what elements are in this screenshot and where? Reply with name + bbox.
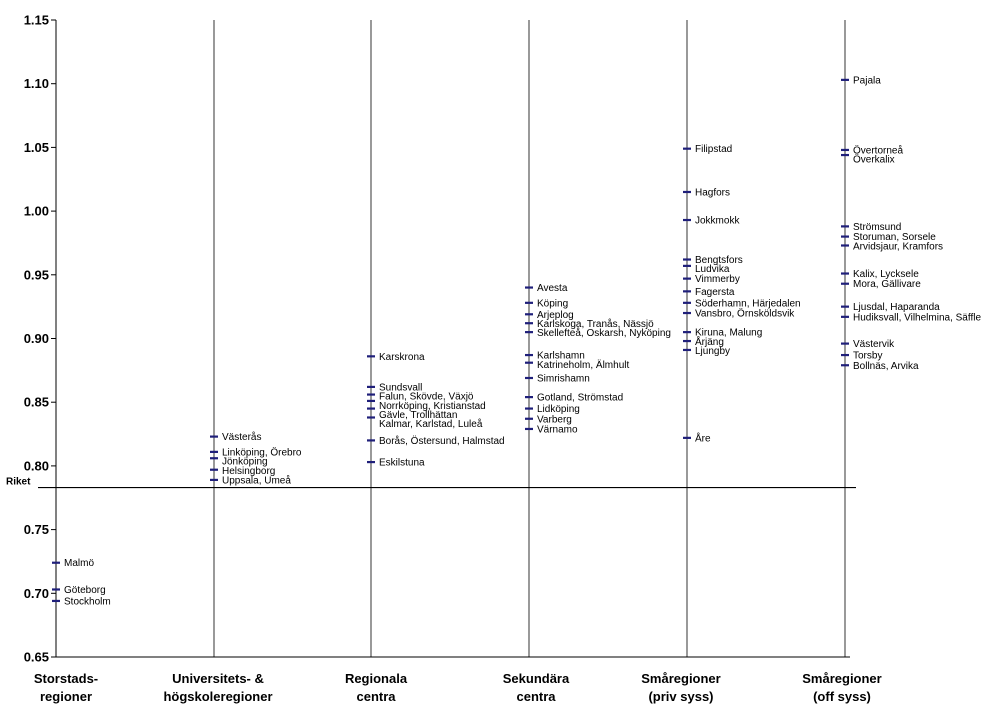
data-label: Hagfors (695, 187, 730, 198)
y-tick-label: 0.80 (24, 458, 49, 473)
data-label: Sundsvall (379, 382, 422, 393)
data-label: Västerås (222, 431, 261, 443)
data-label: Norrköping, Kristianstad (379, 401, 486, 412)
data-label: Stockholm (64, 596, 111, 607)
category-label-line: Universitets- & (172, 671, 264, 686)
data-label: Jönköping (222, 457, 268, 468)
data-label: Gotland, Strömstad (537, 393, 623, 404)
y-tick-label: 1.15 (24, 13, 49, 28)
data-label: Söderhamn, Härjedalen (695, 298, 801, 309)
category-label: Småregioner (off syss) (802, 671, 881, 704)
data-label: Göteborg (64, 585, 106, 596)
data-label: Bengtsfors (695, 255, 743, 266)
y-tick-label: 1.10 (24, 76, 49, 91)
data-label: Torsby (853, 351, 882, 362)
data-label: Ljusdal, Haparanda (853, 302, 940, 313)
data-label: Ljungby (695, 346, 730, 357)
category-labels: Storstads-regioner Universitets- & högskol… (34, 671, 882, 704)
data-label: Eskilstuna (379, 458, 425, 469)
data-label: Kalix, Lycksele (853, 269, 919, 280)
data-label: Falun, Skövde, Växjö (379, 392, 474, 403)
data-label: Gävle, Trollhättan (379, 410, 457, 421)
data-label: Katrineholm, Älmhult (537, 359, 629, 371)
category-label-line: Småregioner (802, 671, 881, 686)
category-label-line: regioner (40, 689, 92, 704)
category-label-line: centra (356, 689, 396, 704)
data-label: Karskrona (379, 352, 425, 363)
category-label-line: högskoleregioner (163, 689, 272, 704)
data-label: Jokkmokk (695, 216, 740, 227)
data-label: Uppsala, Umeå (222, 474, 291, 486)
data-label: Filipstad (695, 144, 732, 155)
category-label-line: (off syss) (813, 689, 871, 704)
data-label: Mora, Gällivare (853, 279, 921, 290)
data-label: Helsingborg (222, 466, 275, 477)
category-label: Storstads-regioner (34, 671, 98, 704)
data-label: Karlshamn (537, 351, 585, 362)
category-label-line: Småregioner (641, 671, 720, 686)
data-label: Simrishamn (537, 373, 590, 384)
data-label: Arjeplog (537, 310, 574, 321)
data-label: Storuman, Sorsele (853, 232, 936, 243)
category-grid-lines (213, 20, 846, 657)
reference-line-group: Riket (6, 477, 856, 489)
data-label: Arvidsjaur, Kramfors (853, 241, 943, 252)
category-label: Regionala centra (345, 671, 408, 704)
data-label: Hudiksvall, Vilhelmina, Säffle (853, 312, 981, 323)
data-label: Borås, Östersund, Halmstad (379, 435, 505, 447)
data-label: Pajala (853, 75, 881, 86)
data-label: Övertorneå (853, 144, 903, 156)
data-label: Kalmar, Karlstad, Luleå (379, 418, 483, 430)
y-axis: 0.65 0.70 0.75 0.80 0.85 0.90 0.95 1.00 1.05 1.10… (24, 13, 56, 665)
y-tick-label: 0.95 (24, 267, 49, 282)
category-label: Småregioner (priv syss) (641, 671, 720, 704)
y-tick-label: 0.75 (24, 522, 49, 537)
data-label: Västervik (853, 339, 895, 350)
data-label: Varberg (537, 414, 572, 425)
category-label-line: Regionala (345, 671, 408, 686)
data-label: Ludvika (695, 264, 730, 275)
y-tick-label: 1.05 (24, 140, 49, 155)
data-label: Värnamo (537, 424, 578, 435)
y-tick-label: 0.85 (24, 395, 49, 410)
y-tick-label: 0.90 (24, 331, 49, 346)
reference-label: Riket (6, 477, 31, 488)
data-label: Lidköping (537, 404, 580, 415)
data-label: Vimmerby (695, 274, 740, 285)
y-tick-label: 1.00 (24, 204, 49, 219)
data-label: Köping (537, 298, 568, 309)
data-label: Linköping, Örebro (222, 446, 302, 458)
data-label: Bollnäs, Arvika (853, 361, 919, 372)
y-tick-label: 0.70 (24, 586, 49, 601)
category-label-line: (priv syss) (648, 689, 713, 704)
data-label: Fagersta (695, 287, 735, 298)
data-marks (52, 78, 849, 603)
data-label: Avesta (537, 283, 568, 294)
data-label: Åre (695, 431, 711, 444)
data-label: Årjäng (695, 335, 724, 348)
category-label: Universitets- & högskoleregioner (163, 671, 272, 704)
category-label-line: centra (516, 689, 556, 704)
category-label-line: Sekundära (503, 671, 570, 686)
category-label: Sekundära centra (503, 671, 570, 704)
data-label: Kiruna, Malung (695, 328, 762, 339)
data-label: Malmö (64, 558, 94, 569)
data-label: Strömsund (853, 222, 901, 233)
data-label: Karlskoga, Tranås, Nässjö (537, 318, 654, 330)
data-label: Överkalix (853, 154, 895, 166)
data-label: Skellefteå, Oskarsh, Nyköping (537, 327, 671, 339)
y-tick-label: 0.65 (24, 650, 49, 665)
data-label: Vansbro, Örnsköldsvik (695, 308, 795, 320)
category-label-line: Storstads- (34, 671, 98, 686)
